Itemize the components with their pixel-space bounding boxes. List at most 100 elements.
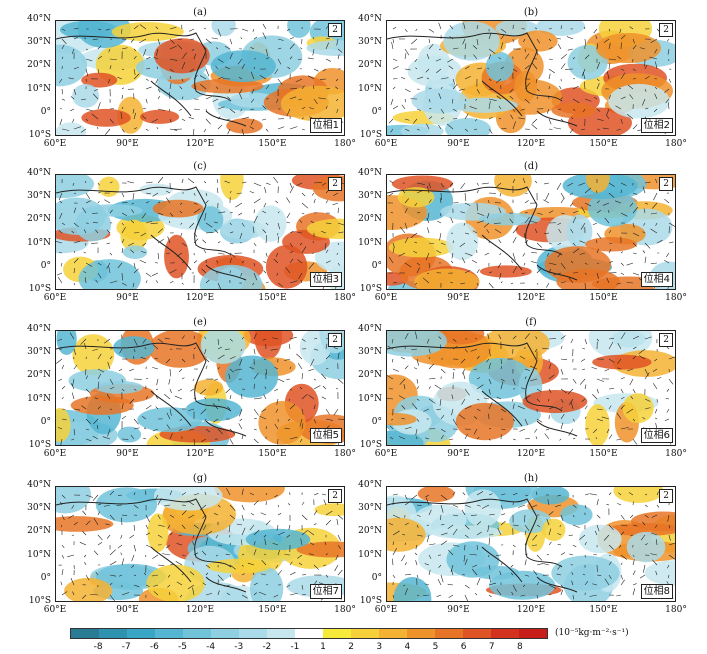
wind-vector [157,238,164,244]
wind-vector [606,108,610,116]
wind-vector [572,210,579,214]
wind-vector [404,573,411,576]
wind-vector [499,272,502,280]
shaded-anomaly [407,55,463,88]
wind-vector [606,503,610,506]
wind-vector [284,427,291,430]
wind-vector [584,262,588,265]
wind-vector [572,85,579,90]
wind-vector [59,108,63,110]
wind-vector [301,192,306,197]
wind-vector [582,368,586,370]
wind-vector [311,192,315,196]
wind-vector [426,185,430,194]
wind-vector [632,68,636,71]
wind-vector [253,262,256,267]
wind-vector [297,363,303,370]
wind-vector [476,24,479,30]
wind-vector [416,436,418,440]
wind-vector [428,543,436,546]
wind-vector [413,118,418,124]
wind-vector [109,582,113,586]
wind-vector [323,499,327,506]
wind-vector [175,561,183,566]
wind-vector [133,127,138,130]
wind-vector [200,84,207,90]
wind-vector [524,418,528,425]
wind-vector [289,388,293,391]
lat-tick: 30°N [27,191,51,202]
shaded-anomaly [139,183,174,196]
wind-vector [229,222,232,226]
wind-vector [425,437,430,440]
wind-vector [229,212,233,214]
wind-vector [273,176,279,184]
wind-vector [582,108,586,113]
wind-vector [517,405,526,410]
wind-vector [71,438,75,441]
wind-vector [199,75,207,80]
wind-vector [249,366,255,370]
wind-vector [438,93,442,100]
wind-vector [250,98,255,103]
wind-vector [620,562,623,566]
wind-vector [127,181,135,184]
wind-vector [416,262,421,266]
wind-vector [264,386,267,390]
wind-vector [553,272,562,276]
wind-vector [632,242,637,247]
wind-vector [619,544,622,548]
wind-vector [153,584,159,587]
shaded-anomaly [56,407,71,442]
wind-vector [224,46,231,50]
wind-vector [497,262,502,269]
wind-vector [414,58,418,62]
wind-vector [584,384,587,390]
wind-vector [84,277,87,284]
shaded-anomaly [314,503,344,517]
reference-vector-box: 2 [659,489,673,503]
wind-vector [72,418,75,422]
wind-vector [205,537,209,546]
wind-vector [440,86,443,90]
wind-vector [79,541,87,546]
wind-vector [145,490,147,496]
wind-vector [181,62,186,70]
wind-vector [60,524,63,528]
wind-vector [616,594,622,597]
wind-vector [203,128,207,133]
wind-vector [202,582,207,586]
wind-vector [179,86,183,90]
wind-vector [404,588,408,596]
shaded-anomaly [585,404,610,445]
wind-vector [560,335,566,340]
wind-vector [500,513,506,516]
wind-vector [187,500,195,506]
wind-vector [583,81,586,90]
wind-vector [167,236,171,244]
wind-vector [70,578,75,586]
wind-vector [560,345,563,350]
wind-vector [654,93,658,100]
wind-vector [524,574,530,577]
wind-vector [452,240,454,244]
wind-vector [416,378,418,384]
lat-tick: 10°N [27,83,51,94]
wind-vector [560,552,566,556]
wind-vector [620,404,625,410]
wind-vector [415,331,418,340]
wind-vector [109,549,116,556]
wind-vector [262,210,267,214]
wind-vector [580,222,586,230]
wind-vector [584,272,587,275]
wind-vector [121,106,124,110]
wind-vector [570,228,574,234]
wind-vector [510,572,514,576]
wind-vector [596,378,605,382]
wind-vector [593,28,598,34]
wind-vector [592,583,598,586]
wind-vector [92,38,99,41]
wind-vector [560,192,565,199]
wind-vector [157,38,161,45]
colorbar-tick: -3 [234,642,244,652]
